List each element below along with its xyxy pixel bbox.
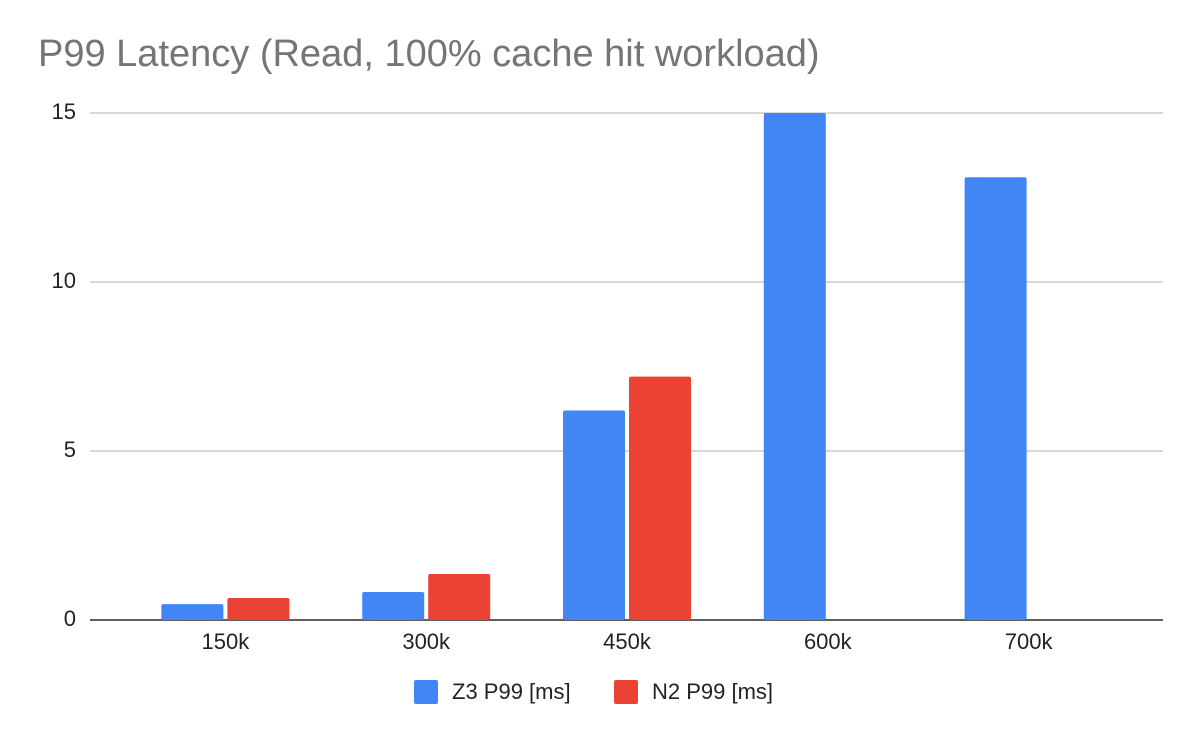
bar (629, 376, 691, 620)
x-tick-label: 600k (804, 629, 853, 654)
legend-swatch (614, 680, 638, 704)
y-tick-label: 15 (52, 99, 76, 124)
x-tick-label: 450k (603, 629, 652, 654)
legend-label: Z3 P99 [ms] (452, 679, 571, 704)
bar (227, 598, 290, 620)
bar (563, 410, 625, 620)
x-tick-label: 150k (202, 629, 251, 654)
legend-label: N2 P99 [ms] (652, 679, 773, 704)
legend-swatch (414, 680, 438, 704)
x-tick-label: 300k (402, 629, 451, 654)
bar (763, 113, 826, 620)
y-tick-label: 5 (64, 437, 76, 462)
x-tick-label: 700k (1005, 629, 1054, 654)
y-tick-label: 0 (64, 606, 76, 631)
bar (161, 604, 224, 620)
chart-title: P99 Latency (Read, 100% cache hit worklo… (38, 33, 820, 75)
bar (964, 177, 1027, 620)
bar (362, 591, 425, 620)
y-tick-label: 10 (52, 268, 76, 293)
bar (428, 574, 491, 620)
